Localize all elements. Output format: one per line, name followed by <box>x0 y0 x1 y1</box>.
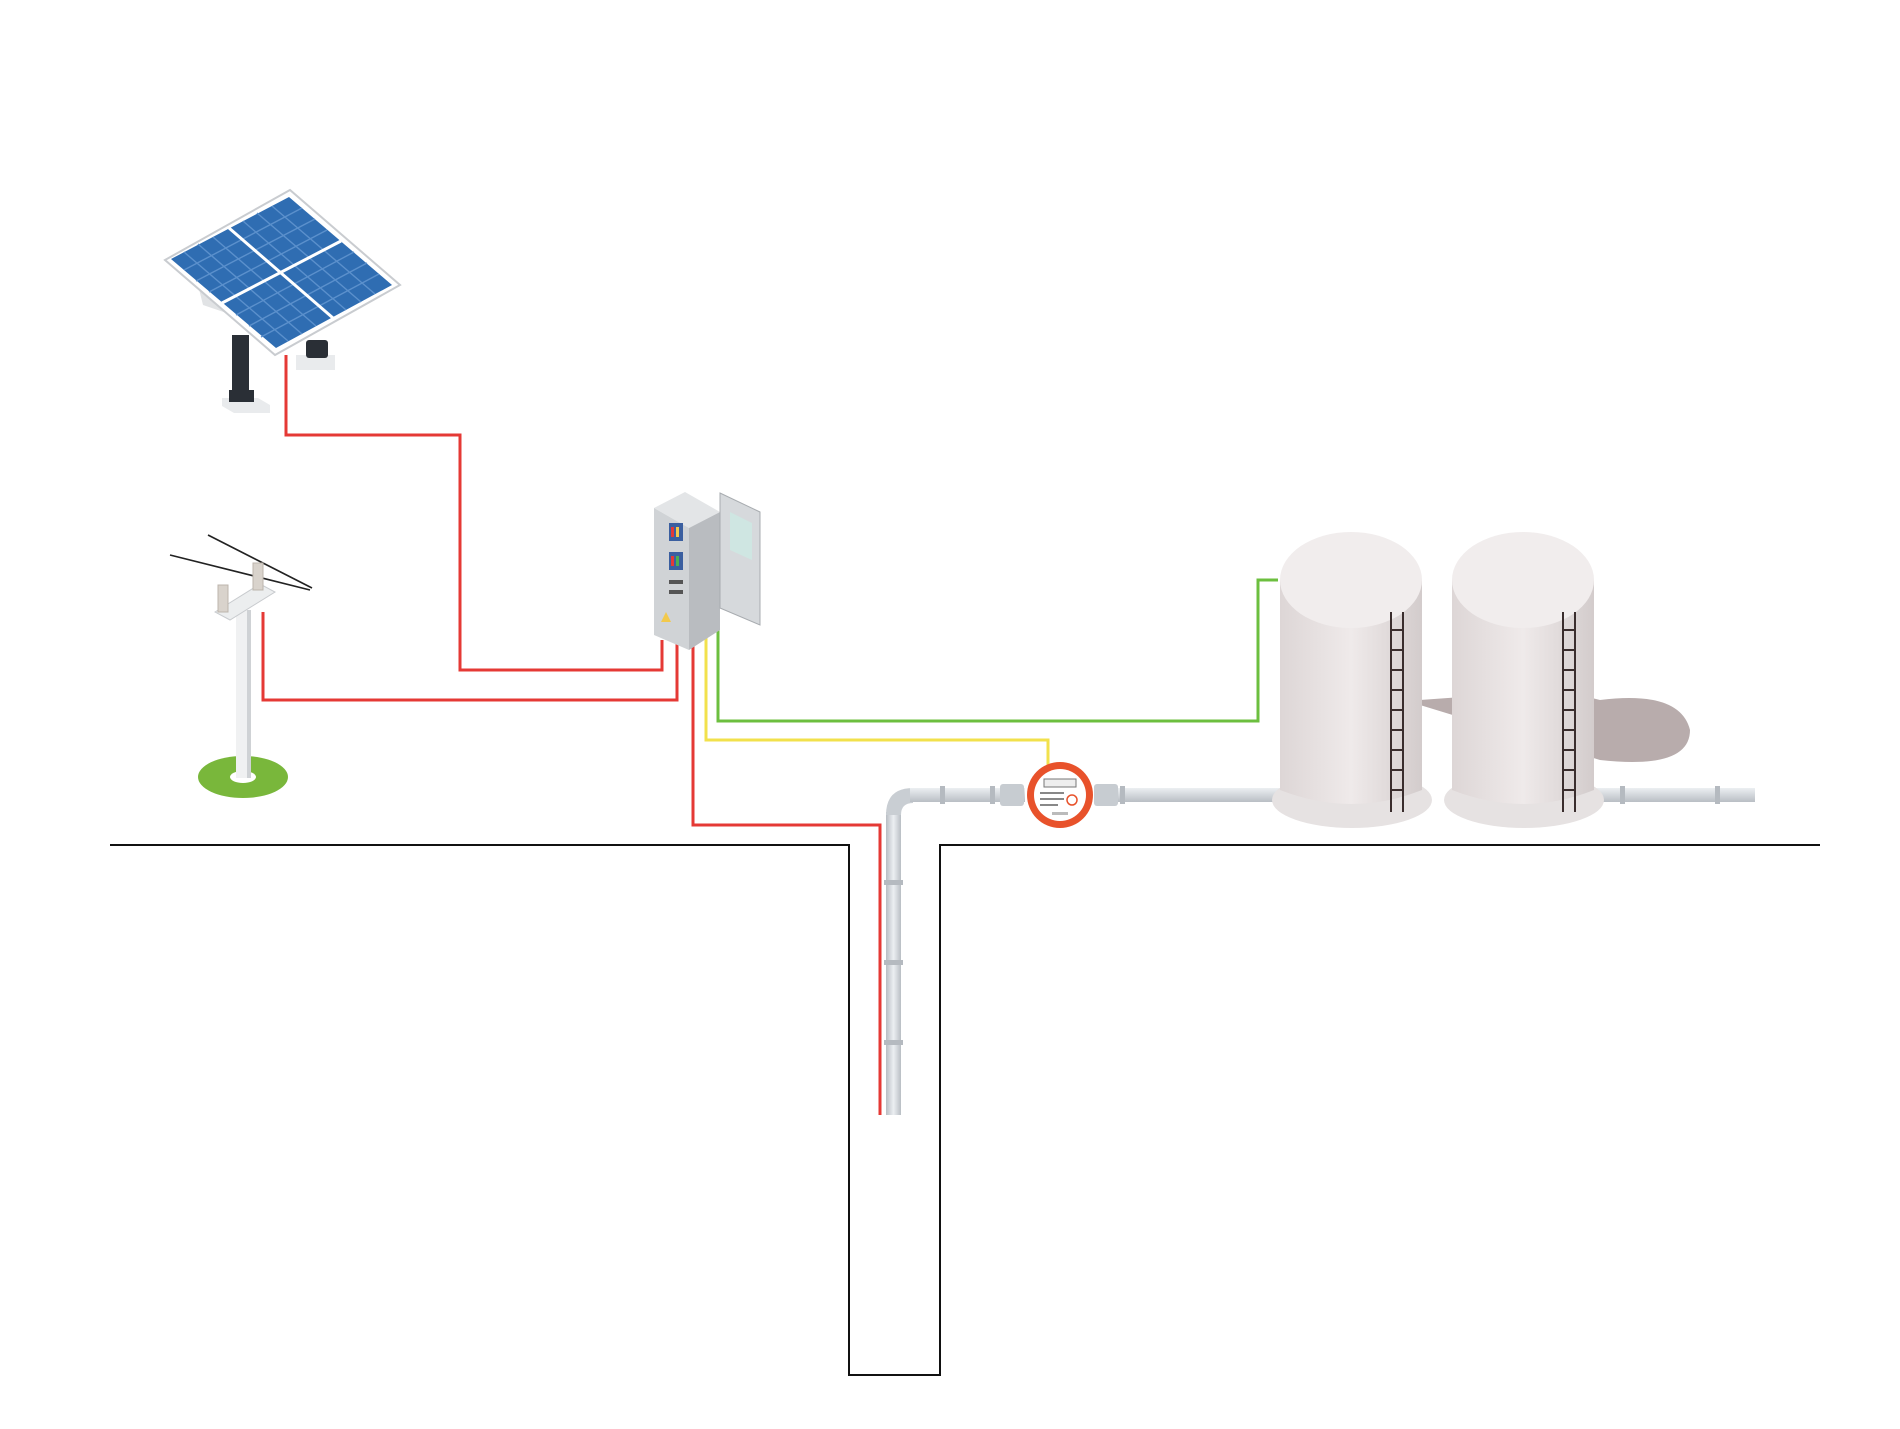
pipe-meter-to-tank <box>1095 788 1300 802</box>
water-meter-icon <box>1000 762 1118 828</box>
storage-tank-icon <box>1444 532 1604 828</box>
cable-controller-to-meter <box>706 615 1048 768</box>
pipe-outlet <box>1580 788 1755 802</box>
power-pole-icon <box>170 535 312 798</box>
ground-line <box>110 845 1820 1375</box>
control-cabinet-icon <box>654 492 760 650</box>
pipe-elbow <box>886 788 913 815</box>
storage-tanks <box>1272 532 1690 828</box>
storage-tank-icon <box>1272 532 1432 828</box>
cable-controller-to-tank <box>718 580 1278 721</box>
cable-solar-to-controller <box>286 355 662 670</box>
cables <box>263 355 1278 1115</box>
solar-panel-icon <box>165 190 400 413</box>
cable-pole-to-controller <box>263 612 677 700</box>
ground-and-borehole <box>110 845 1820 1375</box>
pipe-system <box>884 786 1755 1115</box>
cable-controller-to-pump <box>693 625 880 1115</box>
